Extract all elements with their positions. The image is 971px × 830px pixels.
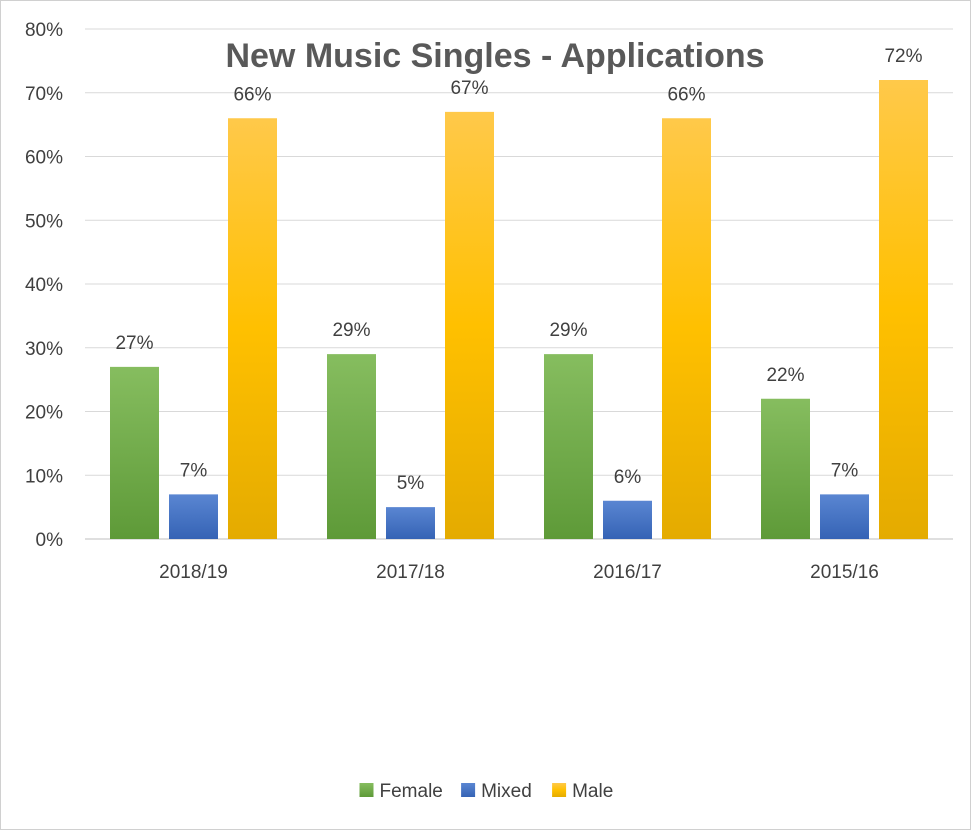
chart-title: New Music Singles - Applications bbox=[225, 37, 764, 75]
x-tick-label: 2015/16 bbox=[810, 562, 879, 583]
legend-swatch-male bbox=[552, 783, 567, 797]
bar-male-2018-19 bbox=[228, 118, 277, 539]
data-labels: 27% 7% 66% 29% 5% 67% 29% 6% 66% 22% 7% 72% bbox=[115, 46, 922, 494]
bar-male-2016-17 bbox=[662, 118, 711, 539]
legend-label-male: Male bbox=[572, 781, 613, 802]
y-tick-label: 20% bbox=[25, 403, 63, 424]
data-label: 66% bbox=[233, 84, 271, 105]
y-tick-label: 30% bbox=[25, 339, 63, 360]
y-tick-label: 80% bbox=[25, 20, 63, 41]
legend-swatch-mixed bbox=[461, 783, 476, 797]
bar-male-2017-18 bbox=[445, 111, 494, 539]
y-tick-label: 10% bbox=[25, 466, 63, 487]
y-tick-label: 70% bbox=[25, 84, 63, 105]
bar-mixed-2017-18 bbox=[386, 507, 435, 539]
data-label: 29% bbox=[549, 320, 587, 341]
y-tick-label: 40% bbox=[25, 275, 63, 296]
bar-female-2016-17 bbox=[544, 354, 593, 539]
data-label: 72% bbox=[884, 46, 922, 67]
bars bbox=[110, 80, 928, 539]
y-tick-label: 0% bbox=[36, 530, 64, 551]
y-tick-label: 50% bbox=[25, 211, 63, 232]
bar-female-2015-16 bbox=[761, 398, 810, 539]
data-label: 67% bbox=[450, 78, 488, 99]
legend: Female Mixed Male bbox=[359, 781, 613, 802]
legend-label-mixed: Mixed bbox=[481, 781, 532, 802]
gridlines bbox=[85, 28, 953, 540]
bar-mixed-2016-17 bbox=[603, 500, 652, 539]
data-label: 7% bbox=[831, 460, 859, 481]
bar-female-2017-18 bbox=[327, 354, 376, 539]
data-label: 22% bbox=[766, 365, 804, 386]
data-label: 27% bbox=[115, 333, 153, 354]
data-label: 5% bbox=[397, 473, 425, 494]
x-tick-label: 2018/19 bbox=[159, 562, 228, 583]
bar-mixed-2015-16 bbox=[820, 494, 869, 539]
y-tick-label: 60% bbox=[25, 148, 63, 169]
data-label: 6% bbox=[614, 467, 642, 488]
x-tick-label: 2016/17 bbox=[593, 562, 662, 583]
data-label: 66% bbox=[667, 84, 705, 105]
legend-label-female: Female bbox=[380, 781, 443, 802]
bar-male-2015-16 bbox=[879, 80, 928, 539]
data-label: 29% bbox=[332, 320, 370, 341]
bar-female-2018-19 bbox=[110, 366, 159, 539]
x-axis-ticks: 2018/19 2017/18 2016/17 2015/16 bbox=[159, 562, 879, 583]
bar-mixed-2018-19 bbox=[169, 494, 218, 539]
y-axis-ticks: 0% 10% 20% 30% 40% 50% 60% 70% 80% bbox=[25, 20, 63, 551]
x-tick-label: 2017/18 bbox=[376, 562, 445, 583]
data-label: 7% bbox=[180, 460, 208, 481]
legend-swatch-female bbox=[359, 783, 374, 797]
